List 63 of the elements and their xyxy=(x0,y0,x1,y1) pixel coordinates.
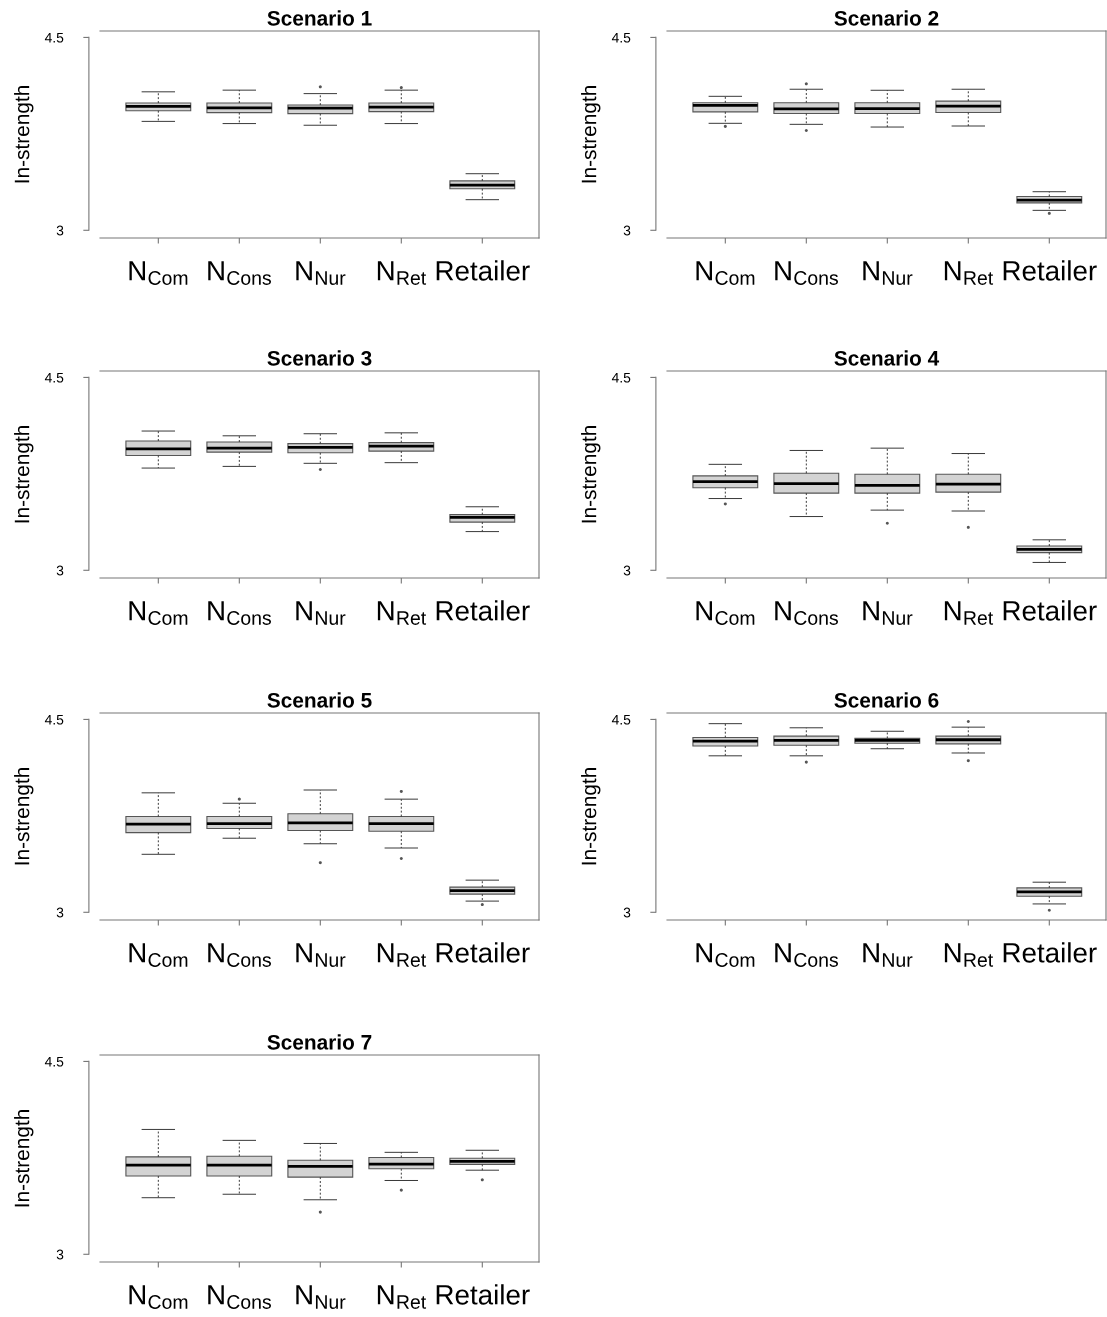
x-tick-label: N$_{Nur}$ xyxy=(863,601,913,625)
x-tick-label: N$_{Cons}$ xyxy=(775,943,838,967)
y-axis-title: In-strength xyxy=(14,426,34,523)
chart-title: Scenario 5 xyxy=(267,692,372,708)
y-tick-label: 4.5 xyxy=(611,372,631,383)
y-axis-title: In-strength xyxy=(14,768,34,865)
chart-title: Scenario 6 xyxy=(834,692,939,708)
y-tick-label: 3 xyxy=(56,907,64,918)
y-tick-label: 4.5 xyxy=(44,714,64,725)
x-tick-label: N$_{Ret}$ xyxy=(377,601,427,625)
x-tick-label: Retailer xyxy=(1003,600,1097,621)
x-tick-label: N$_{Com}$ xyxy=(696,261,755,285)
x-tick-label: N$_{Com}$ xyxy=(696,943,755,967)
chart-title: Scenario 4 xyxy=(834,350,940,366)
chart-title: Scenario 1 xyxy=(267,10,372,26)
chart-title: Scenario 7 xyxy=(267,1034,372,1050)
chart-title: Scenario 3 xyxy=(267,350,372,366)
x-tick-label: Retailer xyxy=(1003,942,1097,963)
y-axis-title: In-strength xyxy=(14,86,34,183)
x-tick-label: Retailer xyxy=(436,1284,530,1305)
x-tick-label: N$_{Nur}$ xyxy=(863,261,913,285)
x-tick-label: N$_{Com}$ xyxy=(129,601,188,625)
chart-title: Scenario 2 xyxy=(834,10,939,26)
y-tick-label: 3 xyxy=(623,907,631,918)
x-tick-label: N$_{Ret}$ xyxy=(944,601,994,625)
y-tick-label: 3 xyxy=(56,1249,64,1260)
x-tick-label: N$_{Nur}$ xyxy=(296,261,346,285)
x-tick-label: N$_{Nur}$ xyxy=(296,1285,346,1309)
x-tick-label: N$_{Ret}$ xyxy=(377,1285,427,1309)
x-tick-label: Retailer xyxy=(436,600,530,621)
y-axis-title: In-strength xyxy=(581,86,601,183)
y-tick-label: 3 xyxy=(623,225,631,236)
y-tick-label: 4.5 xyxy=(44,32,64,43)
x-tick-label: Retailer xyxy=(436,942,530,963)
y-tick-label: 4.5 xyxy=(44,372,64,383)
x-tick-label: N$_{Com}$ xyxy=(129,1285,188,1309)
y-tick-label: 3 xyxy=(56,565,64,576)
x-tick-label: Retailer xyxy=(436,260,530,281)
x-tick-label: N$_{Ret}$ xyxy=(377,261,427,285)
x-tick-label: N$_{Ret}$ xyxy=(944,261,994,285)
y-tick-label: 4.5 xyxy=(44,1056,64,1067)
x-tick-label: N$_{Cons}$ xyxy=(775,601,838,625)
y-axis-title: In-strength xyxy=(14,1110,34,1207)
y-tick-label: 3 xyxy=(623,565,631,576)
x-tick-label: N$_{Ret}$ xyxy=(944,943,994,967)
y-tick-label: 4.5 xyxy=(611,32,631,43)
y-axis-title: In-strength xyxy=(581,768,601,865)
x-tick-label: Retailer xyxy=(1003,260,1097,281)
x-tick-label: N$_{Cons}$ xyxy=(208,1285,271,1309)
x-tick-label: N$_{Ret}$ xyxy=(377,943,427,967)
x-tick-label: N$_{Cons}$ xyxy=(775,261,838,285)
x-tick-label: N$_{Nur}$ xyxy=(296,601,346,625)
x-tick-label: N$_{Cons}$ xyxy=(208,261,271,285)
y-tick-label: 3 xyxy=(56,225,64,236)
y-axis-title: In-strength xyxy=(581,426,601,523)
y-tick-label: 4.5 xyxy=(611,714,631,725)
x-tick-label: N$_{Cons}$ xyxy=(208,943,271,967)
x-tick-label: N$_{Com}$ xyxy=(696,601,755,625)
x-tick-label: N$_{Nur}$ xyxy=(863,943,913,967)
x-tick-label: N$_{Com}$ xyxy=(129,261,188,285)
x-tick-label: N$_{Cons}$ xyxy=(208,601,271,625)
x-tick-label: N$_{Com}$ xyxy=(129,943,188,967)
x-tick-label: N$_{Nur}$ xyxy=(296,943,346,967)
